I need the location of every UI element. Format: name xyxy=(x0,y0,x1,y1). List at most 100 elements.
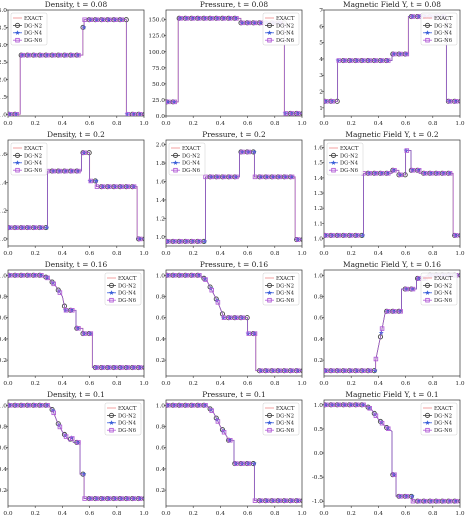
x-tick-label: 0.4 xyxy=(216,511,226,517)
series-marker-dg-n6 xyxy=(63,168,69,174)
series-marker-dg-n6 xyxy=(63,52,69,58)
series-marker-dg-n6 xyxy=(386,309,391,314)
series-marker-dg-n6 xyxy=(119,17,124,22)
legend-label: DG-N4 xyxy=(340,161,359,167)
x-tick-label: 0.0 xyxy=(3,251,13,257)
y-tick-label: 1.1 xyxy=(314,221,323,227)
legend-marker xyxy=(267,37,272,43)
y-tick-label: 0.4 xyxy=(0,467,7,473)
series-marker-dg-n6 xyxy=(51,52,56,58)
series-marker-dg-n6 xyxy=(190,273,196,278)
legend-label: DG-N6 xyxy=(118,298,136,304)
series-marker-dg-n6 xyxy=(131,365,137,370)
y-tick-label: 1.5 xyxy=(314,161,324,167)
legend-marker xyxy=(331,160,336,165)
series-marker-dg-n6 xyxy=(190,239,196,244)
legend-marker xyxy=(14,152,21,158)
series-marker-dg-n6 xyxy=(416,498,422,504)
series-marker-dg-n6 xyxy=(342,233,348,238)
x-tick-label: 0.0 xyxy=(3,511,13,517)
subplot-5: Pressure, t = 0.2 0.0 0.2 0.4 0.6 0.8 1.0 1.0 1.… xyxy=(156,130,307,257)
series-marker-dg-n6 xyxy=(125,184,131,189)
y-tick-label: 1.6 xyxy=(314,146,324,152)
legend-box xyxy=(262,272,300,306)
series-marker-dg-n6 xyxy=(296,237,301,242)
series-marker-dg-n6 xyxy=(145,112,149,116)
series-marker-dg-n6 xyxy=(271,174,276,180)
series-marker-dg-n6 xyxy=(125,496,131,501)
y-tick-label: 1.0 xyxy=(156,403,166,409)
series-marker-dg-n4 xyxy=(301,112,302,114)
series-marker-dg-n6 xyxy=(57,290,63,295)
y-tick-label: 0.2 xyxy=(156,488,166,494)
series-marker-dg-n6 xyxy=(57,424,63,430)
legend-marker xyxy=(108,282,115,288)
series-marker-dg-n6 xyxy=(303,369,307,373)
legend-marker xyxy=(108,412,115,418)
series-marker-dg-n6 xyxy=(76,168,81,174)
series-marker-dg-n4 xyxy=(143,497,144,499)
series-marker-dg-n6 xyxy=(324,402,329,408)
series-marker-dg-n6 xyxy=(454,498,459,504)
y-tick-label: 0.8 xyxy=(314,295,324,301)
legend-box xyxy=(104,402,142,436)
series-marker-dg-n6 xyxy=(113,184,118,189)
plot-area xyxy=(324,148,460,238)
legend-label: DG-N2 xyxy=(340,153,358,159)
series-marker-dg-n4 xyxy=(13,111,19,116)
x-tick-label: 0.2 xyxy=(347,511,357,517)
series-marker-dg-n4 xyxy=(136,111,142,116)
series-marker-dg-n6 xyxy=(215,174,221,180)
series-marker-dg-n6 xyxy=(100,17,106,22)
legend-marker xyxy=(109,297,114,303)
series-marker-dg-n6 xyxy=(32,273,38,278)
series-marker-dg-n6 xyxy=(447,171,453,176)
series-marker-dg-n6 xyxy=(14,225,19,230)
series-marker-dg-n6 xyxy=(303,499,307,503)
legend-marker xyxy=(15,37,20,43)
series-marker-dg-n6 xyxy=(184,239,190,244)
plot-area xyxy=(8,150,144,242)
legend-label: DG-N2 xyxy=(276,283,294,289)
series-marker-dg-n6 xyxy=(166,403,171,408)
series-marker-dg-n6 xyxy=(178,273,184,278)
series-marker-dg-n6 xyxy=(296,111,301,116)
series-marker-dg-n6 xyxy=(32,52,38,58)
series-marker-dg-n6 xyxy=(197,403,202,408)
y-tick-label: 1.4 xyxy=(314,176,324,182)
series-marker-dg-n6 xyxy=(461,274,465,278)
plot-frame xyxy=(165,269,303,377)
legend-label: DG-N6 xyxy=(182,168,200,174)
series-marker-dg-n6 xyxy=(94,496,100,501)
series-marker-dg-n6 xyxy=(172,99,177,105)
legend-label: DG-N6 xyxy=(276,38,294,44)
series-marker-dg-n6 xyxy=(404,286,410,292)
plot-frame xyxy=(165,139,303,247)
x-tick-label: 0.2 xyxy=(347,121,357,127)
x-tick-label: 0.8 xyxy=(270,251,280,257)
series-marker-dg-n6 xyxy=(45,403,50,408)
legend-marker xyxy=(424,282,431,288)
x-tick-label: 0.2 xyxy=(31,511,41,517)
x-tick-label: 0.2 xyxy=(189,511,199,517)
series-marker-dg-n6 xyxy=(283,498,289,503)
series-marker-dg-n6 xyxy=(94,365,100,370)
x-tick-label: 0.4 xyxy=(374,121,384,127)
y-tick-label: 1.0 xyxy=(156,273,166,279)
legend-label: EXACT xyxy=(276,276,295,282)
series-marker-dg-n6 xyxy=(88,178,94,184)
legend-label: DG-N4 xyxy=(276,31,295,37)
series-marker-dg-n6 xyxy=(265,498,270,503)
x-tick-label: 0.8 xyxy=(270,511,280,517)
y-tick-label: -1.0 xyxy=(312,499,323,505)
subplot-7: Density, t = 0.16 0.0 0.2 0.4 0.6 0.8 1.0 0.2 0.… xyxy=(0,260,149,387)
y-tick-label: 1.5 xyxy=(0,95,7,101)
y-tick-label: 0.6 xyxy=(0,446,7,452)
legend-label: DG-N4 xyxy=(434,31,453,37)
series-marker-dg-n6 xyxy=(8,273,13,278)
legend-box xyxy=(104,272,142,306)
series-marker-dg-n6 xyxy=(324,233,329,238)
series-marker-dg-n6 xyxy=(172,273,177,278)
